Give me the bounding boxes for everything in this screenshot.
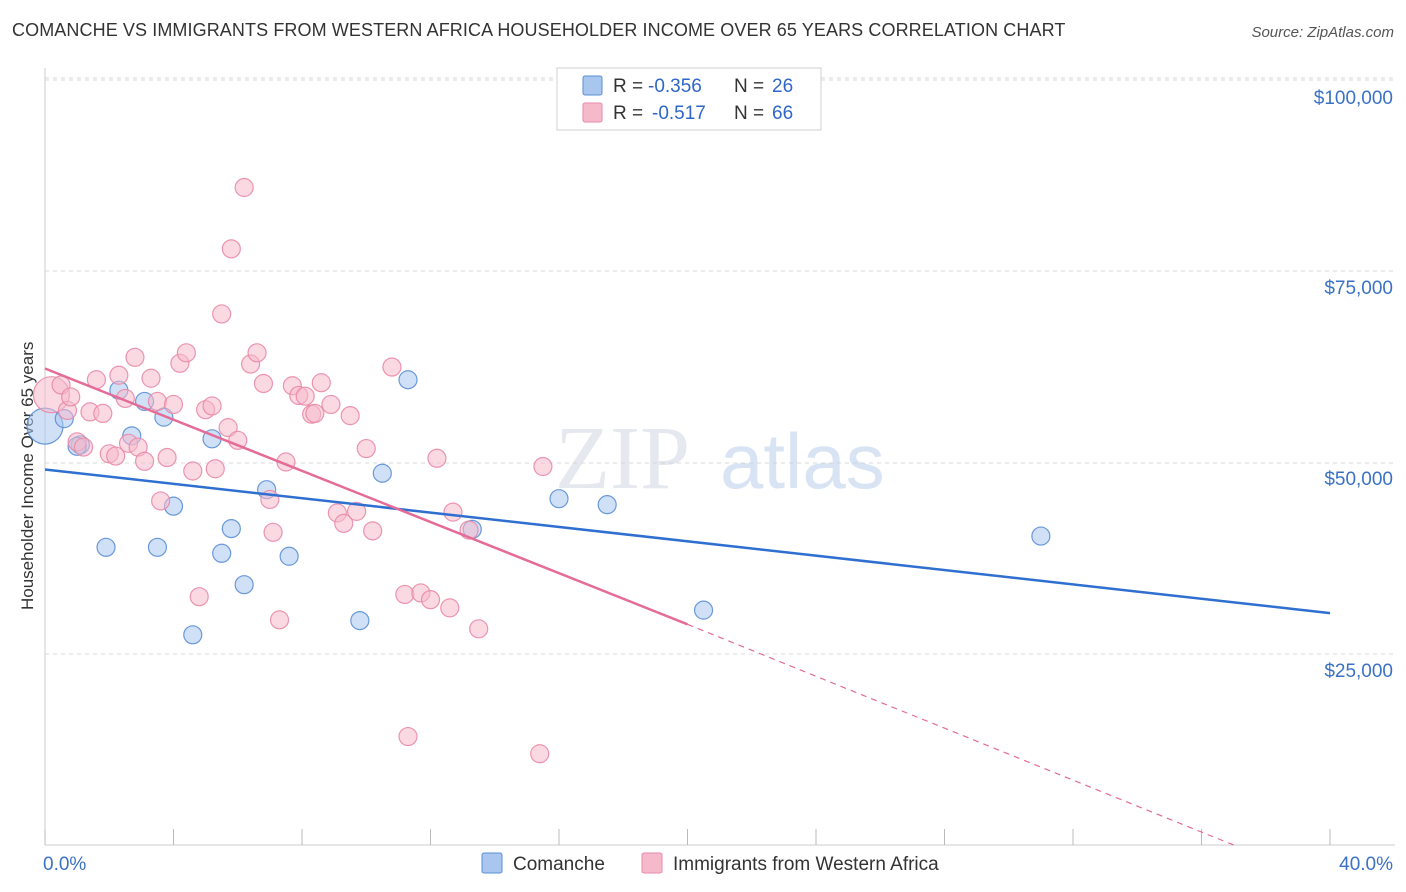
comanche-point-24	[1031, 526, 1051, 546]
legend-r-value-1: -0.356	[648, 76, 702, 97]
immigrants-point-39	[269, 610, 290, 630]
series-legend-label-immigrants: Immigrants from Western Africa	[673, 854, 939, 875]
immigrants-point-18	[147, 391, 168, 412]
comanche-point-13	[221, 518, 241, 539]
immigrants-point-17	[141, 368, 161, 388]
immigrants-point-29	[212, 304, 232, 324]
comanche-point-22	[597, 495, 617, 515]
y-tick-label-100000: $100,000	[1314, 88, 1393, 109]
immigrants-point-59	[427, 448, 447, 468]
immigrants-point-52	[356, 438, 376, 459]
axes	[44, 68, 1395, 846]
immigrants-point-10	[106, 446, 126, 466]
immigrants-point-31	[221, 239, 241, 259]
immigrants-point-20	[157, 447, 177, 468]
comanche-trend-line	[44, 468, 1331, 615]
immigrants-point-8	[93, 403, 113, 424]
x-tick-label-start: 0.0%	[43, 854, 86, 875]
legend-n-value-2: 66	[772, 103, 793, 124]
immigrants-point-60	[440, 598, 460, 618]
immigrants-point-28	[205, 459, 225, 479]
immigrants-point-47	[321, 394, 341, 415]
legend-n-value-1: 26	[772, 76, 793, 97]
immigrants-point-65	[530, 744, 550, 764]
legend-r-value-2: -0.517	[652, 103, 706, 124]
immigrants-point-54	[382, 357, 402, 377]
immigrants-point-5	[73, 437, 94, 457]
watermark-atlas: atlas	[720, 417, 885, 505]
y-tick-label-75000: $75,000	[1324, 278, 1393, 299]
comanche-point-18	[372, 463, 392, 483]
immigrants-point-38	[263, 522, 283, 542]
series-legend: Comanche Immigrants from Western Africa	[481, 852, 939, 875]
legend-n-label-1: N =	[734, 76, 764, 97]
legend-swatch-immigrants	[582, 102, 603, 123]
immigrants-point-3	[61, 387, 81, 407]
immigrants-point-63	[469, 619, 489, 639]
legend-swatch-comanche	[582, 75, 603, 96]
tick-labels: $25,000 $50,000 $75,000 $100,000 0.0% 40.0%	[43, 88, 1393, 875]
watermark-zip: ZIP	[555, 409, 690, 508]
immigrants-point-21	[163, 394, 184, 415]
watermark: ZIP atlas	[555, 409, 885, 508]
immigrants-point-56	[398, 726, 418, 747]
immigrants-point-35	[247, 343, 267, 363]
immigrants-point-32	[228, 430, 248, 450]
y-tick-label-25000: $25,000	[1324, 661, 1393, 682]
x-tick-label-end: 40.0%	[1339, 854, 1393, 875]
stats-legend: R = -0.356 N = 26 R = -0.517 N = 66	[556, 67, 822, 131]
comanche-point-17	[350, 610, 370, 631]
chart-title: COMANCHE VS IMMIGRANTS FROM WESTERN AFRI…	[12, 20, 1066, 40]
comanche-point-23	[693, 600, 714, 620]
immigrants-point-30	[218, 418, 238, 438]
immigrants-point-27	[202, 396, 222, 416]
immigrants-point-45	[305, 403, 325, 424]
immigrants-point-53	[363, 521, 383, 541]
immigrants-point-23	[176, 343, 196, 363]
trend-lines	[44, 367, 1331, 846]
immigrants-point-43	[295, 386, 315, 406]
comanche-point-12	[212, 543, 232, 563]
immigrants-point-46	[311, 373, 331, 393]
comanche-point-19	[398, 370, 418, 390]
immigrants-point-61	[443, 502, 463, 522]
immigrants-point-14	[125, 347, 145, 367]
comanche-point-3	[96, 537, 116, 557]
series-legend-swatch-immigrants	[641, 852, 663, 874]
immigrants-point-25	[189, 587, 209, 607]
series-legend-swatch-comanche	[481, 852, 503, 874]
legend-r-label-2: R =	[613, 103, 643, 124]
immigrants-trend-line-extension	[687, 623, 1234, 846]
immigrants-point-50	[340, 406, 360, 426]
immigrants-point-24	[183, 461, 203, 481]
comanche-point-7	[147, 537, 168, 557]
immigrants-point-55	[395, 584, 415, 605]
comanche-point-10	[183, 625, 203, 645]
immigrants-point-16	[134, 451, 155, 471]
immigrants-point-19	[151, 491, 171, 511]
immigrants-point-58	[420, 590, 441, 610]
source-label: Source: ZipAtlas.com	[1251, 24, 1394, 41]
immigrants-trend-line	[44, 367, 688, 626]
immigrants-point-36	[253, 373, 274, 394]
series-legend-label-comanche: Comanche	[513, 854, 605, 875]
immigrants-point-33	[234, 177, 254, 198]
immigrants-point-64	[533, 456, 553, 477]
y-tick-label-50000: $50,000	[1324, 469, 1393, 490]
immigrants-point-51	[347, 501, 367, 521]
data-points	[26, 177, 1051, 764]
immigrants-point-49	[334, 513, 354, 533]
comanche-point-21	[549, 489, 569, 509]
comanche-point-14	[234, 575, 254, 595]
immigrants-point-11	[109, 365, 129, 385]
comanche-point-16	[279, 546, 299, 566]
legend-r-label-1: R =	[613, 76, 643, 97]
legend-n-label-2: N =	[734, 103, 764, 124]
